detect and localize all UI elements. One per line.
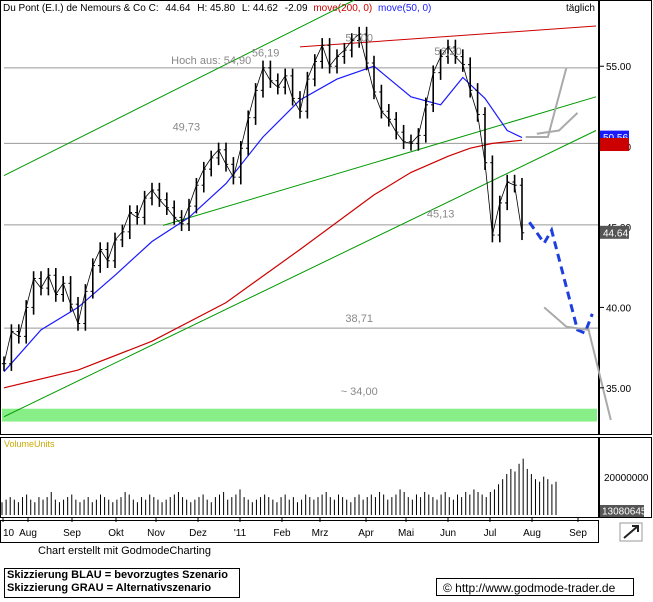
scenario-gray-mid bbox=[536, 112, 579, 135]
scenario-legend: Skizzierung BLAU = bevorzugtes Szenario … bbox=[4, 568, 240, 598]
low-value: L: 44.62 bbox=[242, 3, 279, 14]
close-value: 44.64 bbox=[165, 3, 190, 14]
volume-panel-frame bbox=[0, 437, 599, 518]
value-tag-label-2: 44.64 bbox=[603, 228, 628, 239]
x-tick-label-3: Okt bbox=[108, 528, 124, 539]
legend-blue: Skizzierung BLAU = bevorzugtes Szenario bbox=[7, 569, 228, 581]
channel-line-1 bbox=[162, 96, 597, 226]
price-label-5: 38,71 bbox=[345, 313, 373, 325]
value-tags: 50.5644.64 bbox=[600, 130, 629, 239]
y-tick-label-0: 55.00 bbox=[606, 62, 631, 73]
x-tick-label-14: Sep bbox=[569, 528, 587, 539]
volume-tick-label: 20000000 bbox=[604, 473, 649, 484]
price-label-6: Hoch aus: 54,90 bbox=[171, 55, 251, 67]
high-value: H: 45.80 bbox=[197, 3, 235, 14]
source-url[interactable]: © http://www.godmode-trader.de bbox=[436, 578, 634, 596]
ma50-legend: move(50, 0) bbox=[378, 3, 431, 14]
volume-current-bg bbox=[600, 505, 644, 517]
y-tick-label-4: 35.00 bbox=[606, 384, 631, 395]
support-band bbox=[2, 408, 597, 422]
value-tag-bg-1 bbox=[600, 138, 629, 152]
x-tick-label-7: Feb bbox=[273, 528, 291, 539]
price-series bbox=[1, 26, 525, 371]
price-label-4: 45,13 bbox=[427, 208, 455, 220]
x-tick-label-10: Mai bbox=[398, 528, 414, 539]
ma200-line bbox=[3, 139, 523, 389]
x-tick-label-11: Jun bbox=[440, 528, 456, 539]
title-text: Du Pont (E.I.) de Nemours & Co C: bbox=[3, 3, 159, 14]
volume-current-label: 13080645 bbox=[602, 507, 647, 518]
price-labels: 56,19 57,00 56,20 49,73 45,13 38,71 Hoch aus: … bbox=[171, 32, 462, 398]
xaxis-frame bbox=[0, 520, 599, 543]
period-label: täglich bbox=[566, 3, 595, 14]
x-tick-label-1: Aug bbox=[19, 528, 37, 539]
trend-arrow-icon bbox=[623, 525, 639, 539]
x-tick-label-4: Nov bbox=[147, 528, 165, 539]
scenario-sketches bbox=[525, 67, 612, 421]
chart-credit: Chart erstellt mit GodmodeCharting bbox=[38, 545, 212, 557]
volume-label: VolumeUnits bbox=[4, 439, 55, 449]
support-band-rect bbox=[2, 408, 597, 422]
y-tick-label-3: 40.00 bbox=[606, 303, 631, 314]
value-tag-bg-2 bbox=[600, 225, 629, 239]
volume-bars: 20000000 13080645 bbox=[1, 458, 649, 518]
ma200-legend: move(200, 0) bbox=[313, 3, 372, 14]
price-label-1: 57,00 bbox=[345, 32, 373, 44]
price-line bbox=[3, 33, 523, 364]
change-value: -2.09 bbox=[285, 3, 308, 14]
price-label-2: 56,20 bbox=[434, 46, 462, 58]
chart-title: Du Pont (E.I.) de Nemours & Co C: 44.64 … bbox=[3, 3, 431, 14]
volume-axis-frame bbox=[599, 437, 652, 518]
scenario-blue-path bbox=[528, 221, 594, 336]
scenario-gray-up bbox=[525, 67, 568, 138]
channel-line-2 bbox=[3, 130, 597, 418]
channel-line-0 bbox=[3, 0, 356, 177]
legend-gray: Skizzierung GRAU = Alternativszenario bbox=[7, 582, 212, 594]
x-tick-label-2: Sep bbox=[63, 528, 81, 539]
x-tick-label-5: Dez bbox=[189, 528, 207, 539]
x-tick-label-12: Jul bbox=[484, 528, 497, 539]
x-tick-label-8: Mrz bbox=[312, 528, 329, 539]
price-label-7: ~ 34,00 bbox=[341, 386, 378, 398]
x-tick-label-9: Apr bbox=[358, 528, 374, 539]
price-label-0: 56,19 bbox=[252, 48, 280, 60]
x-tick-label-6: '11 bbox=[234, 528, 247, 539]
scenario-gray-down bbox=[543, 306, 612, 421]
x-tick-label-0: 10 bbox=[3, 528, 15, 539]
price-axis-frame bbox=[599, 0, 652, 435]
price-label-3: 49,73 bbox=[173, 122, 201, 134]
price-panel-frame bbox=[0, 0, 599, 435]
date-axis: 10 Aug Sep Okt Nov Dez '11 Feb Mrz Apr Mai Jun Jul Au… bbox=[2, 518, 587, 539]
trend-channels bbox=[3, 0, 597, 418]
x-tick-label-13: Aug bbox=[523, 528, 541, 539]
